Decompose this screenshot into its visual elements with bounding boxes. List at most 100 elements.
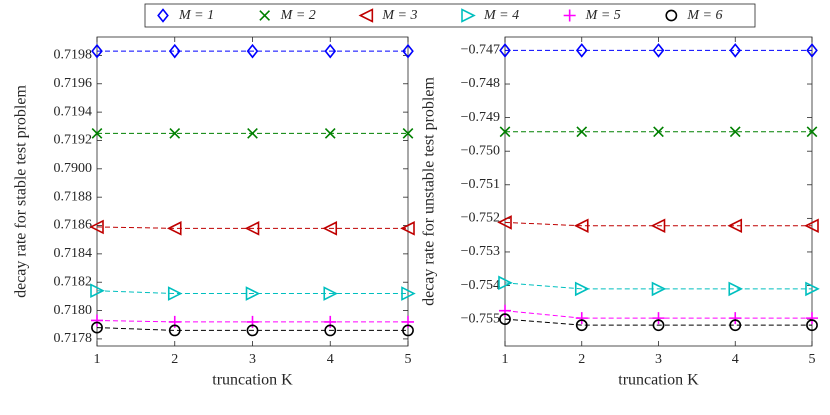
x-tick-label: 3 [249, 352, 256, 367]
marker [402, 43, 414, 59]
marker [727, 218, 743, 234]
marker [652, 312, 665, 325]
marker [665, 9, 678, 22]
marker [499, 43, 511, 58]
marker [652, 319, 665, 332]
marker [729, 126, 741, 138]
marker [247, 128, 258, 139]
marker [402, 324, 414, 337]
x-tick-label: 5 [405, 352, 412, 367]
marker [806, 126, 818, 138]
x-tick-label: 2 [578, 352, 585, 367]
marker [574, 281, 590, 297]
marker [166, 221, 182, 236]
marker [804, 218, 819, 234]
y-tick-label: 0.7198 [54, 48, 93, 63]
series-line [96, 226, 408, 229]
marker [90, 283, 105, 299]
x-tick-label: 1 [94, 352, 101, 367]
series-line [96, 290, 408, 295]
series-line [504, 282, 812, 290]
marker [729, 319, 742, 332]
series-line [96, 327, 408, 331]
marker [653, 126, 664, 138]
marker [573, 218, 589, 234]
marker [805, 281, 820, 297]
x-axis-label: truncation K [212, 372, 293, 389]
marker [157, 8, 169, 23]
marker [245, 286, 261, 301]
marker [650, 218, 666, 234]
marker [651, 281, 667, 297]
marker [652, 43, 665, 58]
marker [358, 8, 374, 23]
marker [806, 312, 818, 325]
y-tick-label: −0.747 [461, 43, 500, 58]
marker [322, 221, 338, 236]
legend-label: M = 5 [585, 8, 621, 23]
y-tick-label: 0.7188 [54, 189, 93, 204]
y-tick-label: 0.7192 [54, 133, 93, 148]
legend-label: M = 3 [381, 8, 417, 23]
marker [324, 128, 336, 139]
y-tick-label: −0.752 [461, 211, 500, 226]
legend-box [144, 3, 756, 28]
marker [324, 324, 337, 337]
legend-label: M = 4 [483, 8, 519, 23]
marker [324, 43, 337, 59]
x-tick-label: 1 [502, 352, 509, 367]
marker [498, 275, 513, 291]
marker [575, 312, 588, 325]
y-tick-label: 0.7178 [54, 331, 93, 346]
x-tick-label: 4 [327, 352, 334, 367]
marker [91, 321, 103, 334]
y-axis-label: decay rate for unstable test problem [421, 77, 438, 306]
marker [401, 286, 416, 301]
legend-label: M = 2 [280, 8, 316, 23]
marker [729, 312, 742, 325]
y-tick-label: 0.7180 [54, 303, 93, 318]
x-tick-label: 4 [732, 352, 739, 367]
x-tick-label: 3 [655, 352, 662, 367]
marker [806, 319, 818, 332]
legend-label: M = 1 [178, 8, 214, 23]
plot-area [96, 36, 409, 347]
marker [244, 221, 260, 236]
marker [563, 9, 576, 22]
y-tick-label: −0.754 [461, 278, 500, 293]
marker [323, 286, 339, 301]
marker [259, 10, 271, 21]
plot-area [504, 36, 813, 347]
y-axis-label: decay rate for stable test problem [13, 85, 30, 298]
series-line [504, 221, 812, 227]
marker [728, 281, 744, 297]
marker [402, 128, 414, 139]
marker [806, 43, 818, 58]
x-tick-label: 5 [809, 352, 816, 367]
legend-label: M = 6 [686, 8, 722, 23]
y-tick-label: 0.7900 [54, 161, 93, 176]
marker [168, 43, 181, 59]
marker [461, 8, 476, 23]
marker [91, 128, 103, 139]
x-axis-label: truncation K [618, 372, 699, 389]
marker [246, 43, 259, 59]
marker [167, 286, 183, 301]
y-tick-label: 0.7182 [54, 274, 93, 289]
marker [499, 126, 511, 138]
marker [575, 43, 588, 58]
marker [575, 319, 588, 332]
marker [499, 313, 511, 326]
y-tick-label: 0.7184 [54, 246, 93, 261]
marker [729, 43, 742, 58]
y-tick-label: 0.7194 [54, 104, 93, 119]
marker [89, 219, 104, 235]
y-tick-label: 0.7196 [54, 76, 93, 91]
marker [497, 215, 512, 230]
marker [246, 324, 259, 337]
marker [169, 128, 181, 139]
marker [168, 324, 181, 337]
y-tick-label: 0.7186 [54, 218, 93, 233]
marker [91, 314, 103, 327]
